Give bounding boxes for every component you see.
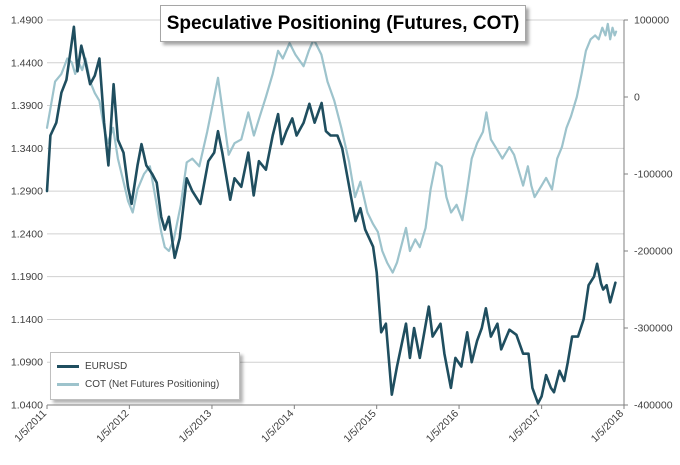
y-left-tick-label: 1.3400 <box>11 143 43 155</box>
y-left-tick-label: 1.3900 <box>11 100 43 112</box>
y-axis-left-ticks: 1.4900 1.4400 1.3900 1.3400 1.2900 1.2400 1.19… <box>11 15 43 412</box>
legend-entry-cot: COT (Net Futures Positioning) <box>57 375 233 393</box>
y-axis-right-ticks: 100000 0 -100000 -200000 -300000 -400000 <box>624 15 673 412</box>
series <box>45 22 618 405</box>
x-tick-label: 1/5/2011 <box>12 408 49 445</box>
legend: EURUSD COT (Net Futures Positioning) <box>50 352 240 400</box>
y-right-tick-label: -200000 <box>634 246 673 258</box>
y-right-tick-label: 100000 <box>634 15 669 27</box>
x-tick-label: 1/5/2012 <box>94 408 131 445</box>
x-tick-label: 1/5/2014 <box>259 408 296 445</box>
y-left-tick-label: 1.0400 <box>11 400 43 412</box>
y-left-tick-label: 1.0900 <box>11 357 43 369</box>
y-left-tick-label: 1.1900 <box>11 271 43 283</box>
chart-title: Speculative Positioning (Futures, COT) <box>160 5 526 42</box>
x-tick-label: 1/5/2017 <box>506 408 543 445</box>
x-axis-ticks: 1/5/2011 1/5/2012 1/5/2013 1/5/2014 1/5/2015… <box>12 405 626 445</box>
series-line-eurusd <box>45 25 617 405</box>
x-tick-label: 1/5/2013 <box>177 408 214 445</box>
legend-swatch-eurusd <box>57 364 79 368</box>
y-right-tick-label: -400000 <box>634 400 673 412</box>
legend-label-eurusd: EURUSD <box>85 360 128 372</box>
y-left-tick-label: 1.1400 <box>11 314 43 326</box>
y-left-tick-label: 1.4900 <box>11 15 43 27</box>
y-left-tick-label: 1.2900 <box>11 186 43 198</box>
x-tick-label: 1/5/2015 <box>341 408 378 445</box>
series-line-cot <box>45 22 618 274</box>
x-tick-label: 1/5/2016 <box>424 408 461 445</box>
y-right-tick-label: -300000 <box>634 323 673 335</box>
y-left-tick-label: 1.4400 <box>11 57 43 69</box>
y-left-tick-label: 1.2400 <box>11 228 43 240</box>
legend-entry-eurusd: EURUSD <box>57 357 233 375</box>
x-tick-label: 1/5/2018 <box>589 408 626 445</box>
y-right-tick-label: -100000 <box>634 169 673 181</box>
legend-swatch-cot <box>57 382 79 386</box>
y-right-tick-label: 0 <box>634 92 640 104</box>
axes <box>47 20 625 406</box>
legend-label-cot: COT (Net Futures Positioning) <box>85 378 220 390</box>
